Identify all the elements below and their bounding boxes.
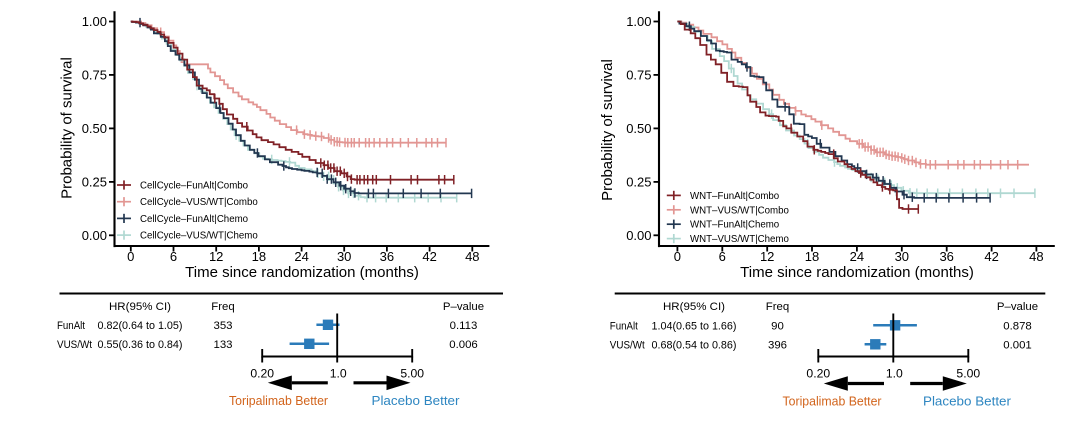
svg-text:Placebo Better: Placebo Better xyxy=(923,393,1012,408)
svg-text:0.50: 0.50 xyxy=(626,121,651,136)
svg-text:5.00: 5.00 xyxy=(400,366,424,380)
svg-text:WNT–FunAlt|Chemo: WNT–FunAlt|Chemo xyxy=(690,220,779,231)
svg-text:WNT–VUS/WT|Combo: WNT–VUS/WT|Combo xyxy=(690,205,789,216)
svg-text:Probability of survival: Probability of survival xyxy=(599,59,616,201)
svg-text:0.75: 0.75 xyxy=(626,68,651,83)
svg-text:0.50: 0.50 xyxy=(82,121,107,136)
svg-text:0: 0 xyxy=(127,249,134,264)
svg-text:133: 133 xyxy=(213,339,232,351)
svg-text:1.00: 1.00 xyxy=(626,14,651,29)
svg-text:HR(95% CI): HR(95% CI) xyxy=(109,301,171,313)
svg-text:Freq: Freq xyxy=(766,301,789,313)
svg-text:0: 0 xyxy=(674,249,681,264)
svg-text:WNT–VUS/WT|Chemo: WNT–VUS/WT|Chemo xyxy=(690,234,789,245)
svg-text:0.113: 0.113 xyxy=(450,320,478,332)
svg-text:42: 42 xyxy=(422,249,436,264)
svg-text:0.68(0.54 to 0.86): 0.68(0.54 to 0.86) xyxy=(652,340,737,352)
svg-text:18: 18 xyxy=(805,249,819,264)
svg-text:P–value: P–value xyxy=(443,301,484,313)
svg-text:P–value: P–value xyxy=(997,301,1038,313)
svg-text:0.75: 0.75 xyxy=(82,68,107,83)
svg-text:VUS/Wt: VUS/Wt xyxy=(57,339,93,351)
svg-text:12: 12 xyxy=(209,249,223,264)
svg-text:24: 24 xyxy=(850,249,864,264)
svg-text:0.82(0.64 to 1.05): 0.82(0.64 to 1.05) xyxy=(98,320,183,332)
svg-text:FunAlt: FunAlt xyxy=(57,320,86,332)
svg-text:Placebo Better: Placebo Better xyxy=(372,393,461,408)
svg-text:30: 30 xyxy=(895,249,909,264)
svg-text:CellCycle–FunAlt|Combo: CellCycle–FunAlt|Combo xyxy=(140,181,248,192)
svg-text:1.00: 1.00 xyxy=(82,14,107,29)
svg-text:6: 6 xyxy=(170,249,177,264)
svg-text:CellCycle–VUS/WT|Chemo: CellCycle–VUS/WT|Chemo xyxy=(140,231,258,242)
svg-text:353: 353 xyxy=(213,320,232,332)
svg-text:Toripalimab Better: Toripalimab Better xyxy=(229,393,329,408)
svg-text:FunAlt: FunAlt xyxy=(610,321,639,333)
svg-text:Probability of survival: Probability of survival xyxy=(59,57,76,199)
svg-text:0.20: 0.20 xyxy=(806,366,830,380)
svg-text:CellCycle–FunAlt|Chemo: CellCycle–FunAlt|Chemo xyxy=(140,214,248,225)
svg-text:0.20: 0.20 xyxy=(250,366,274,380)
svg-text:396: 396 xyxy=(768,340,787,352)
svg-text:0.00: 0.00 xyxy=(82,228,107,243)
svg-text:0.001: 0.001 xyxy=(1003,340,1032,352)
svg-text:0.878: 0.878 xyxy=(1003,321,1032,333)
svg-text:0.25: 0.25 xyxy=(626,175,651,190)
svg-text:HR(95% CI): HR(95% CI) xyxy=(663,301,725,313)
svg-text:0.00: 0.00 xyxy=(626,228,651,243)
svg-text:18: 18 xyxy=(252,249,266,264)
svg-text:Toripalimab Better: Toripalimab Better xyxy=(783,393,883,408)
svg-text:1.04(0.65 to 1.66): 1.04(0.65 to 1.66) xyxy=(652,321,737,333)
svg-text:CellCycle–VUS/WT|Combo: CellCycle–VUS/WT|Combo xyxy=(140,197,258,208)
svg-text:VUS/Wt: VUS/Wt xyxy=(610,340,646,352)
svg-text:48: 48 xyxy=(1029,249,1043,264)
svg-text:48: 48 xyxy=(465,249,479,264)
svg-text:WNT–FunAlt|Combo: WNT–FunAlt|Combo xyxy=(690,191,779,202)
svg-text:5.00: 5.00 xyxy=(956,366,980,380)
svg-text:12: 12 xyxy=(760,249,774,264)
svg-text:0.006: 0.006 xyxy=(449,339,478,351)
svg-text:24: 24 xyxy=(294,249,308,264)
svg-text:36: 36 xyxy=(939,249,953,264)
svg-text:90: 90 xyxy=(771,321,784,333)
svg-text:30: 30 xyxy=(337,249,351,264)
svg-text:0.25: 0.25 xyxy=(82,175,107,190)
svg-text:36: 36 xyxy=(380,249,394,264)
svg-text:Time since randomization (mont: Time since randomization (months) xyxy=(740,264,974,281)
svg-text:42: 42 xyxy=(984,249,998,264)
svg-text:1.0: 1.0 xyxy=(330,366,347,380)
svg-text:6: 6 xyxy=(719,249,726,264)
svg-text:Time since randomization (mont: Time since randomization (months) xyxy=(185,264,419,281)
svg-text:Freq: Freq xyxy=(211,301,234,313)
svg-text:0.55(0.36 to 0.84): 0.55(0.36 to 0.84) xyxy=(98,339,183,351)
svg-text:1.0: 1.0 xyxy=(886,366,903,380)
